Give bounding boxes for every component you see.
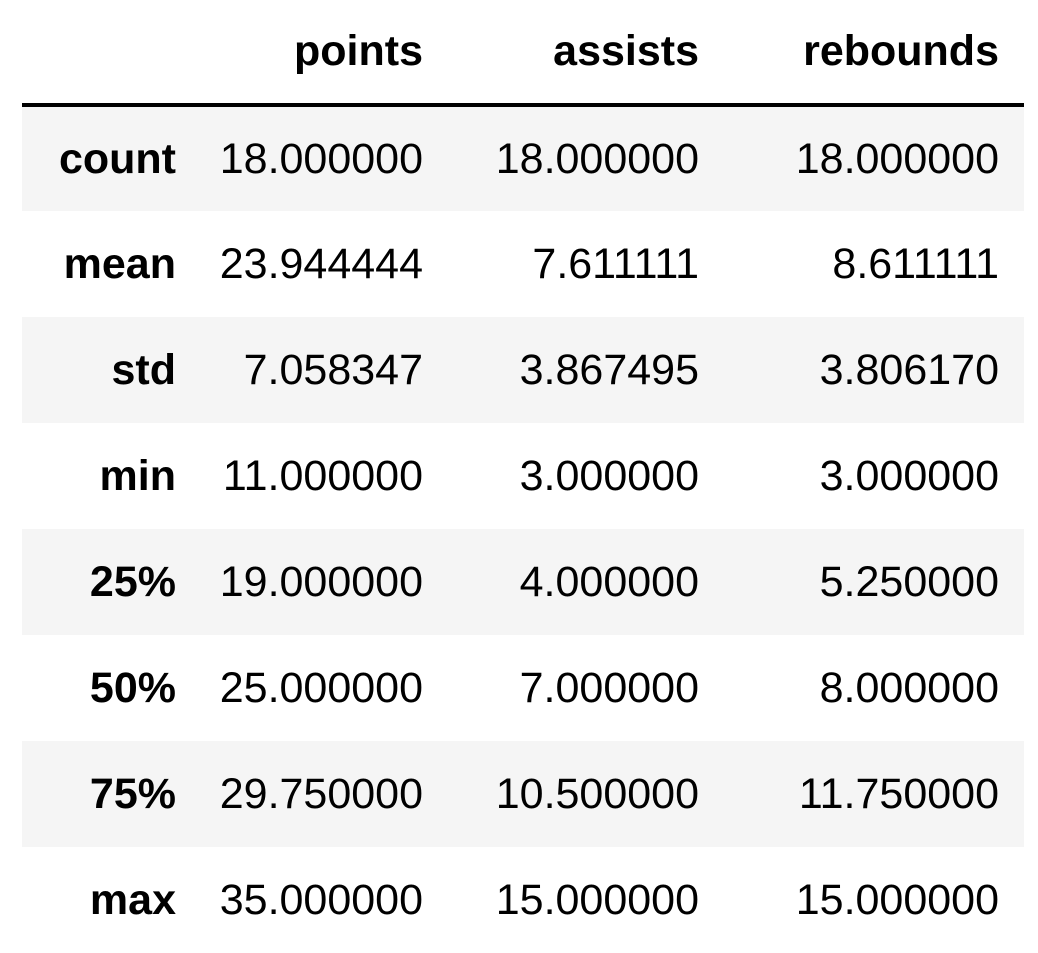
cell-assists: 18.000000	[495, 134, 699, 183]
header-row: points assists rebounds	[22, 0, 1024, 107]
cell-rebounds: 3.806170	[819, 345, 999, 394]
table-header: points assists rebounds	[22, 0, 1024, 107]
table-row-max: max 35.000000 15.000000 15.000000	[22, 847, 1024, 953]
cell-assists: 3.867495	[519, 345, 699, 394]
cell-rebounds: 11.750000	[798, 769, 999, 818]
table-row-count: count 18.000000 18.000000 18.000000	[22, 105, 1024, 211]
cell-assists: 7.000000	[519, 663, 699, 712]
cell-rebounds: 8.611111	[832, 239, 999, 288]
cell-points: 23.944444	[219, 239, 423, 288]
summary-statistics-table: points assists rebounds count 18.000000 …	[22, 0, 1024, 953]
row-label: 50%	[89, 663, 176, 712]
cell-points: 19.000000	[219, 557, 423, 606]
cell-rebounds: 18.000000	[795, 134, 999, 183]
row-label: mean	[63, 239, 176, 288]
cell-assists: 4.000000	[519, 557, 699, 606]
cell-assists: 3.000000	[519, 451, 699, 500]
table-row-mean: mean 23.944444 7.611111 8.611111	[22, 211, 1024, 317]
cell-assists: 10.500000	[495, 769, 699, 818]
cell-points: 25.000000	[219, 663, 423, 712]
row-label: min	[99, 451, 176, 500]
table-row-std: std 7.058347 3.867495 3.806170	[22, 317, 1024, 423]
cell-points: 18.000000	[219, 134, 423, 183]
row-label: max	[89, 875, 176, 924]
cell-rebounds: 5.250000	[819, 557, 999, 606]
cell-points: 7.058347	[243, 345, 423, 394]
cell-points: 29.750000	[219, 769, 423, 818]
row-label: count	[58, 134, 176, 183]
cell-rebounds: 8.000000	[819, 663, 999, 712]
table-body: count 18.000000 18.000000 18.000000 mean…	[22, 105, 1024, 953]
row-label: 25%	[89, 557, 176, 606]
table-row-25-percent: 25% 19.000000 4.000000 5.250000	[22, 529, 1024, 635]
cell-points: 35.000000	[219, 875, 423, 924]
cell-assists: 15.000000	[495, 875, 699, 924]
index-corner-cell	[22, 0, 182, 107]
table-row-50-percent: 50% 25.000000 7.000000 8.000000	[22, 635, 1024, 741]
describe-table-frame: points assists rebounds count 18.000000 …	[22, 0, 1024, 953]
row-label: 75%	[89, 769, 176, 818]
cell-rebounds: 15.000000	[795, 875, 999, 924]
cell-rebounds: 3.000000	[819, 451, 999, 500]
cell-assists: 7.611111	[532, 239, 699, 288]
row-label: std	[111, 345, 177, 394]
column-header-assists: assists	[448, 0, 724, 107]
table-row-75-percent: 75% 29.750000 10.500000 11.750000	[22, 741, 1024, 847]
table-row-min: min 11.000000 3.000000 3.000000	[22, 423, 1024, 529]
column-header-rebounds: rebounds	[724, 0, 1024, 107]
column-header-points: points	[182, 0, 448, 107]
cell-points: 11.000000	[222, 451, 423, 500]
